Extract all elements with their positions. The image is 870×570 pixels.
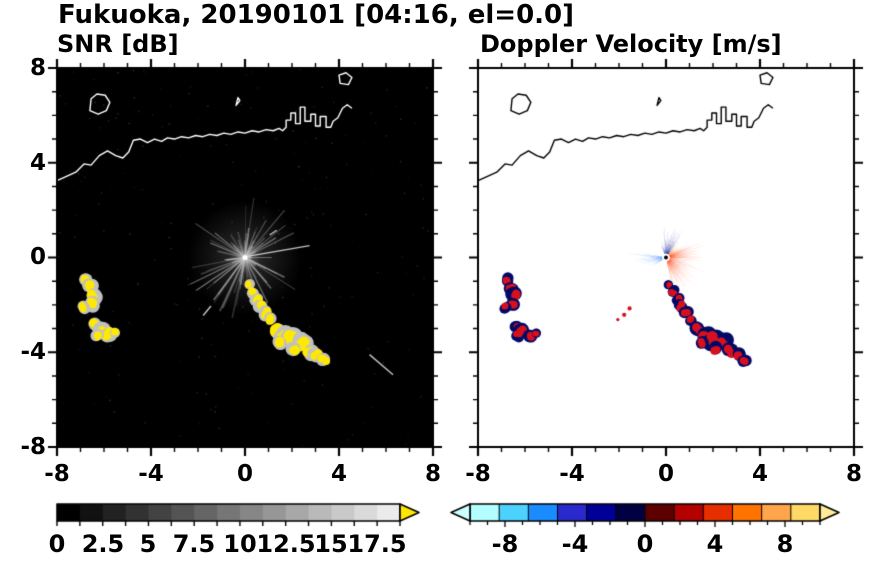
x-tick-label: 8 (424, 461, 441, 487)
velocity-colorbar-label: -4 (561, 530, 589, 558)
x-tick-label: -8 (465, 461, 491, 487)
snr-colorbar-label: 7.5 (172, 530, 216, 558)
snr-colorbar-label: 10 (223, 530, 257, 558)
snr-colorbar-label: 5 (139, 530, 157, 558)
y-tick-label: -8 (20, 434, 46, 460)
y-tick-label: 8 (29, 55, 46, 81)
y-tick-label: 4 (29, 150, 46, 176)
velocity-colorbar-label: 8 (776, 530, 794, 558)
x-tick-label: -8 (44, 461, 70, 487)
x-tick-label: 8 (845, 461, 862, 487)
snr-colorbar-label: 12.5 (256, 530, 316, 558)
y-tick-label: -4 (20, 339, 46, 365)
snr-panel (57, 68, 433, 447)
x-tick-label: -4 (559, 461, 585, 487)
figure-title: Fukuoka, 20190101 [04:16, el=0.0] (58, 0, 575, 30)
x-tick-label: 0 (657, 461, 674, 487)
velocity-panel (478, 68, 854, 447)
snr-colorbar-label: 17.5 (347, 530, 407, 558)
x-tick-label: 4 (330, 461, 347, 487)
x-tick-label: 4 (751, 461, 768, 487)
y-tick-label: 0 (29, 244, 46, 270)
snr-colorbar-label: 2.5 (81, 530, 125, 558)
snr-panel-title: SNR [dB] (57, 30, 179, 58)
x-tick-label: -4 (138, 461, 164, 487)
x-tick-label: 0 (236, 461, 253, 487)
velocity-panel-title: Doppler Velocity [m/s] (480, 30, 782, 58)
snr-colorbar-label: 15 (314, 530, 348, 558)
velocity-colorbar-label: -8 (491, 530, 519, 558)
velocity-colorbar-label: 4 (706, 530, 724, 558)
velocity-colorbar-label: 0 (636, 530, 654, 558)
snr-colorbar-label: 0 (48, 530, 66, 558)
